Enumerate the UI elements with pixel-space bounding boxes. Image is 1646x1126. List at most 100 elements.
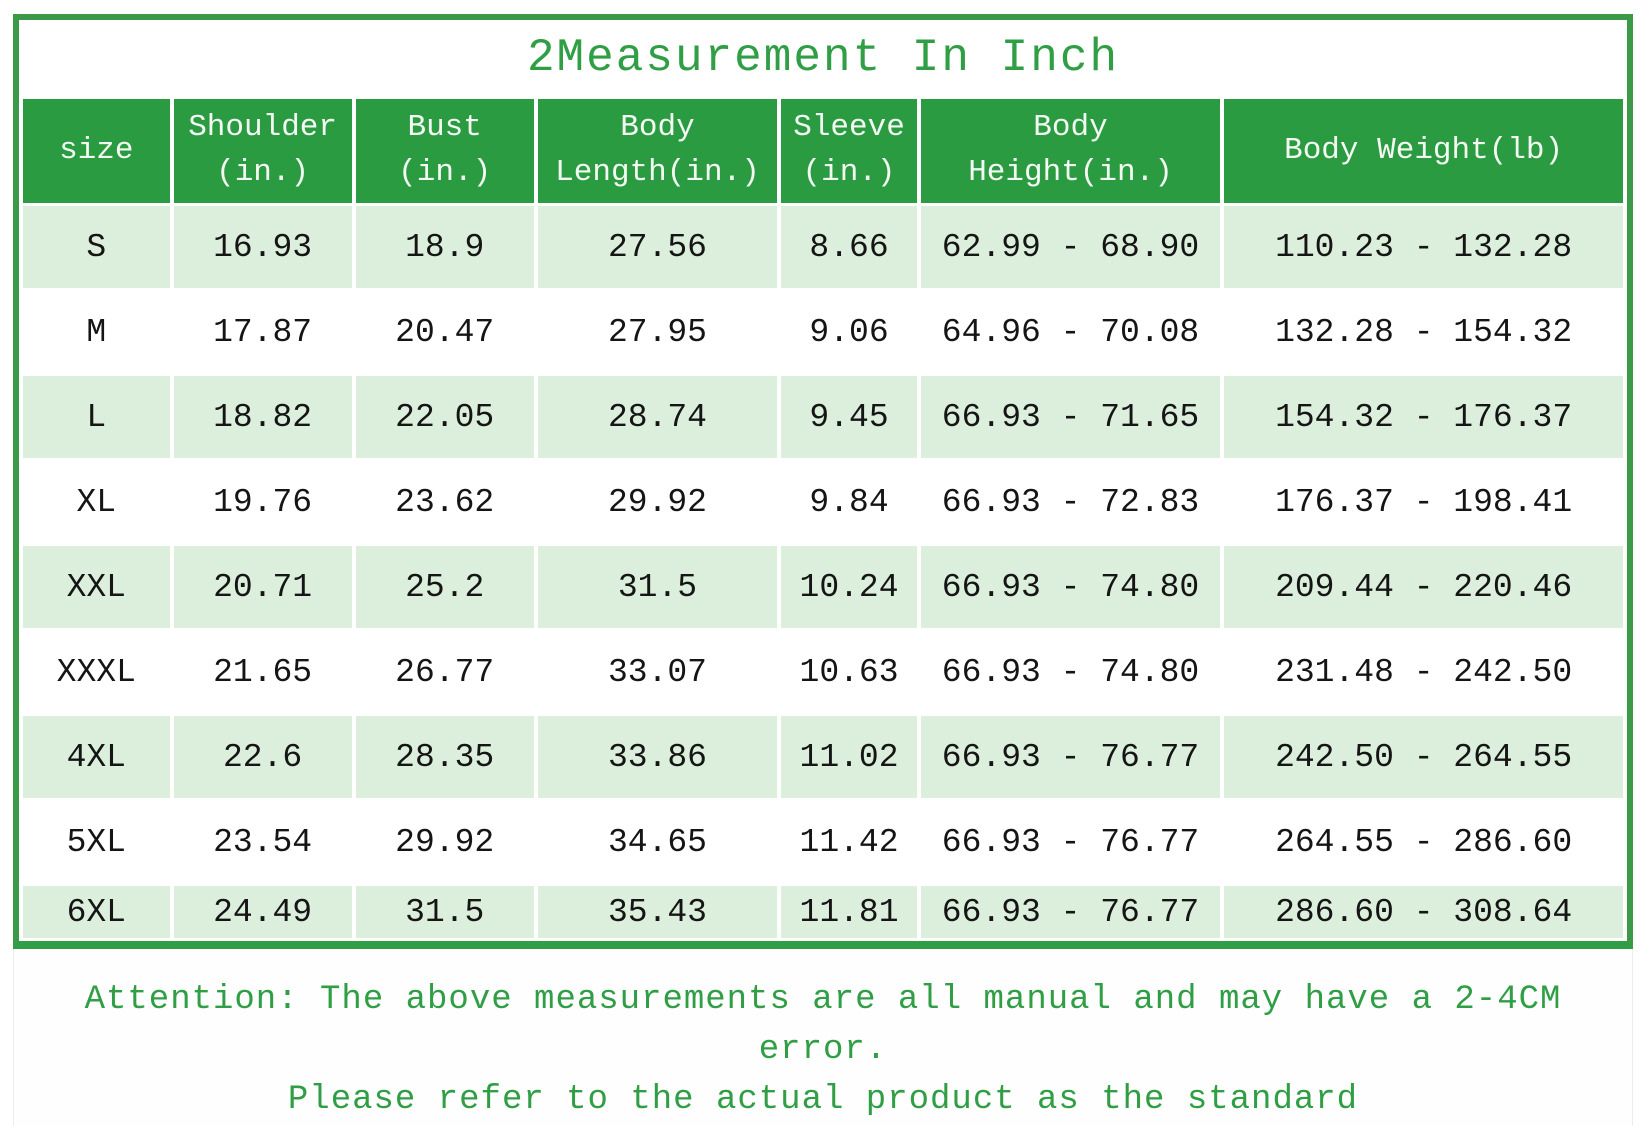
shoulder-cell: 22.6 — [173, 716, 352, 798]
body-height-cell: 62.99 - 68.90 — [920, 206, 1221, 288]
bust-cell: 28.35 — [355, 716, 534, 798]
shoulder-cell: 16.93 — [173, 206, 352, 288]
col-header-sublabel: (in.) — [398, 155, 492, 190]
col-header-size: size — [23, 99, 170, 203]
size-cell: L — [23, 376, 170, 458]
sleeve-cell: 8.66 — [781, 206, 917, 288]
page-title: 2Measurement In Inch — [526, 32, 1120, 84]
shoulder-cell: 19.76 — [173, 461, 352, 543]
body-length-cell: 27.56 — [537, 206, 778, 288]
col-header-body-length: Body Length(in.) — [537, 99, 778, 203]
body-weight-cell: 242.50 - 264.55 — [1224, 716, 1623, 798]
body-weight-cell: 132.28 - 154.32 — [1224, 291, 1623, 373]
size-cell: 6XL — [23, 886, 170, 938]
table-row-m: M 17.87 20.47 27.95 9.06 64.96 - 70.08 1… — [23, 291, 1623, 373]
sleeve-cell: 9.45 — [781, 376, 917, 458]
body-length-cell: 31.5 — [537, 546, 778, 628]
body-weight-cell: 176.37 - 198.41 — [1224, 461, 1623, 543]
table-row-4xl: 4XL 22.6 28.35 33.86 11.02 66.93 - 76.77… — [23, 716, 1623, 798]
size-cell: S — [23, 206, 170, 288]
body-height-cell: 66.93 - 76.77 — [920, 886, 1221, 938]
size-cell: XXL — [23, 546, 170, 628]
bust-cell: 29.92 — [355, 801, 534, 883]
col-header-sleeve: Sleeve (in.) — [781, 99, 917, 203]
size-cell: XXXL — [23, 631, 170, 713]
col-header-sublabel: (in.) — [216, 155, 310, 190]
sleeve-cell: 11.42 — [781, 801, 917, 883]
body-length-cell: 35.43 — [537, 886, 778, 938]
col-header-bust: Bust (in.) — [355, 99, 534, 203]
table-row-xxl: XXL 20.71 25.2 31.5 10.24 66.93 - 74.80 … — [23, 546, 1623, 628]
body-weight-cell: 286.60 - 308.64 — [1224, 886, 1623, 938]
col-header-body-weight: Body Weight(lb) — [1224, 99, 1623, 203]
col-header-label: Body — [1033, 110, 1108, 146]
sleeve-cell: 11.81 — [781, 886, 917, 938]
size-chart-sheet: 2Measurement In Inch size — [13, 14, 1633, 949]
bust-cell: 20.47 — [355, 291, 534, 373]
table-body: S 16.93 18.9 27.56 8.66 62.99 - 68.90 11… — [23, 206, 1623, 938]
body-height-cell: 66.93 - 74.80 — [920, 631, 1221, 713]
table-row-l: L 18.82 22.05 28.74 9.45 66.93 - 71.65 1… — [23, 376, 1623, 458]
table-row-xxxl: XXXL 21.65 26.77 33.07 10.63 66.93 - 74.… — [23, 631, 1623, 713]
col-header-sublabel: Length(in.) — [555, 155, 760, 190]
attention-line-2: Please refer to the actual product as th… — [287, 1081, 1359, 1119]
size-cell: 5XL — [23, 801, 170, 883]
header-row: size Shoulder (in.) Bust (in.) Body Leng… — [23, 99, 1623, 203]
body-weight-cell: 231.48 - 242.50 — [1224, 631, 1623, 713]
table-row-6xl: 6XL 24.49 31.5 35.43 11.81 66.93 - 76.77… — [23, 886, 1623, 938]
bust-cell: 23.62 — [355, 461, 534, 543]
col-header-label: Sleeve — [793, 110, 905, 146]
body-weight-cell: 154.32 - 176.37 — [1224, 376, 1623, 458]
table-row-5xl: 5XL 23.54 29.92 34.65 11.42 66.93 - 76.7… — [23, 801, 1623, 883]
bust-cell: 22.05 — [355, 376, 534, 458]
table-row-xl: XL 19.76 23.62 29.92 9.84 66.93 - 72.83 … — [23, 461, 1623, 543]
col-header-label: Bust — [407, 110, 482, 146]
shoulder-cell: 24.49 — [173, 886, 352, 938]
col-header-body-height: Body Height(in.) — [920, 99, 1221, 203]
shoulder-cell: 20.71 — [173, 546, 352, 628]
body-length-cell: 29.92 — [537, 461, 778, 543]
title-bar: 2Measurement In Inch — [19, 20, 1627, 96]
body-height-cell: 66.93 - 76.77 — [920, 801, 1221, 883]
size-cell: M — [23, 291, 170, 373]
size-cell: 4XL — [23, 716, 170, 798]
attention-note: Attention: The above measurements are al… — [13, 949, 1633, 1126]
body-height-cell: 64.96 - 70.08 — [920, 291, 1221, 373]
shoulder-cell: 23.54 — [173, 801, 352, 883]
body-height-cell: 66.93 - 72.83 — [920, 461, 1221, 543]
bust-cell: 25.2 — [355, 546, 534, 628]
attention-line-1: Attention: The above measurements are al… — [84, 981, 1562, 1069]
body-weight-cell: 209.44 - 220.46 — [1224, 546, 1623, 628]
body-length-cell: 28.74 — [537, 376, 778, 458]
table-header: size Shoulder (in.) Bust (in.) Body Leng… — [23, 99, 1623, 203]
sleeve-cell: 11.02 — [781, 716, 917, 798]
body-weight-cell: 110.23 - 132.28 — [1224, 206, 1623, 288]
col-header-label: Body — [620, 110, 695, 146]
bust-cell: 31.5 — [355, 886, 534, 938]
col-header-label: Body Weight(lb) — [1284, 132, 1564, 168]
shoulder-cell: 18.82 — [173, 376, 352, 458]
body-weight-cell: 264.55 - 286.60 — [1224, 801, 1623, 883]
col-header-sublabel: Height(in.) — [968, 155, 1173, 190]
shoulder-cell: 21.65 — [173, 631, 352, 713]
table-row-s: S 16.93 18.9 27.56 8.66 62.99 - 68.90 11… — [23, 206, 1623, 288]
col-header-label: Shoulder — [188, 110, 338, 146]
body-height-cell: 66.93 - 76.77 — [920, 716, 1221, 798]
bust-cell: 18.9 — [355, 206, 534, 288]
size-table: size Shoulder (in.) Bust (in.) Body Leng… — [19, 96, 1627, 941]
sleeve-cell: 9.06 — [781, 291, 917, 373]
body-height-cell: 66.93 - 71.65 — [920, 376, 1221, 458]
body-length-cell: 27.95 — [537, 291, 778, 373]
col-header-label: size — [59, 132, 134, 168]
size-cell: XL — [23, 461, 170, 543]
shoulder-cell: 17.87 — [173, 291, 352, 373]
body-length-cell: 33.86 — [537, 716, 778, 798]
col-header-shoulder: Shoulder (in.) — [173, 99, 352, 203]
col-header-sublabel: (in.) — [802, 155, 896, 190]
body-length-cell: 34.65 — [537, 801, 778, 883]
sleeve-cell: 10.63 — [781, 631, 917, 713]
body-length-cell: 33.07 — [537, 631, 778, 713]
sleeve-cell: 10.24 — [781, 546, 917, 628]
sleeve-cell: 9.84 — [781, 461, 917, 543]
